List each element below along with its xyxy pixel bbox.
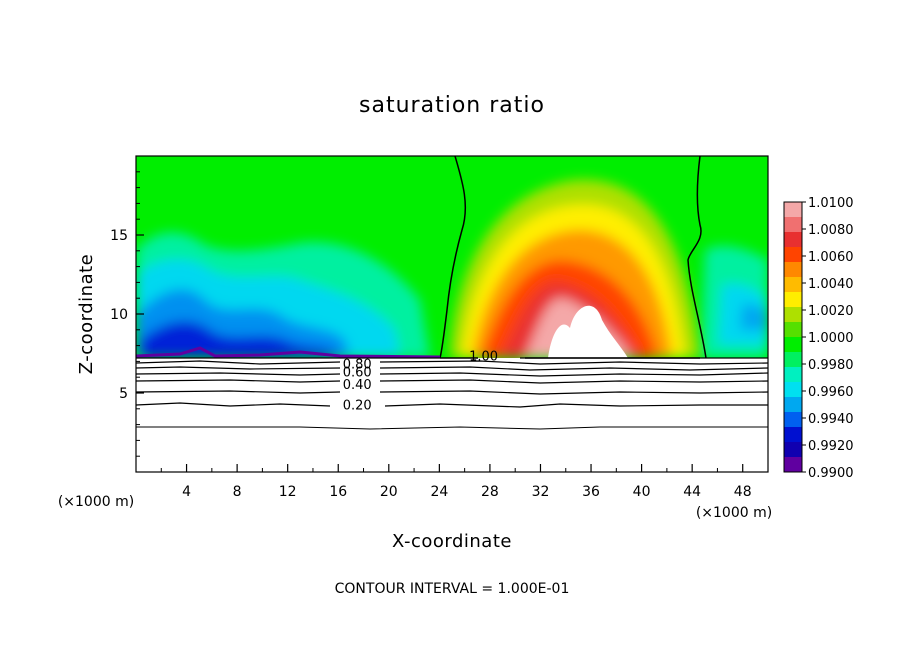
- colorbar-swatch: [784, 307, 802, 323]
- colorbar-swatch: [784, 322, 802, 338]
- colorbar: 1.0100 1.0080 1.0060 1.0040 1.0020 1.0000 0.99…: [783, 196, 854, 481]
- lower-region: [136, 358, 768, 472]
- y-tick-label-5: 5: [119, 386, 128, 402]
- colorbar-swatch: [784, 262, 802, 278]
- x-axis-label: X-coordinate: [392, 531, 512, 552]
- colorbar-swatch: [784, 382, 802, 398]
- y-tick-label-15: 15: [110, 228, 128, 244]
- contour-line-8: [136, 426, 768, 430]
- colorbar-label-0.9920: 0.9920: [808, 439, 854, 454]
- edge-contour-left: [439, 156, 467, 359]
- colorbar-swatch: [784, 217, 802, 233]
- colorbar-label-1.0020: 1.0020: [808, 304, 854, 319]
- x-tick-label-36: 36: [582, 484, 600, 500]
- chart-title: saturation ratio: [359, 93, 545, 118]
- x-tick-label-24: 24: [430, 484, 448, 500]
- colorbar-label-0.9940: 0.9940: [808, 412, 854, 427]
- x-tick-label-8: 8: [233, 484, 242, 500]
- colorbar-label-0.9900: 0.9900: [808, 466, 854, 481]
- colorbar-label-1.0080: 1.0080: [808, 223, 854, 238]
- x-tick-label-12: 12: [279, 484, 297, 500]
- x-axis-unit-left: (×1000 m): [58, 494, 134, 510]
- colorbar-swatch: [784, 247, 802, 263]
- contour-label-1.00: 1.00: [469, 350, 498, 365]
- colorbar-swatch: [784, 277, 802, 293]
- colorbar-label-1.0040: 1.0040: [808, 277, 854, 292]
- contour-label-0.80: 0.80: [343, 358, 372, 373]
- x-axis-unit-right: (×1000 m): [696, 505, 772, 521]
- edge-contour-right: [687, 156, 707, 359]
- contour-labels: 1.00 0.800.600.40 0.20: [343, 350, 498, 414]
- colorbar-swatch: [784, 397, 802, 413]
- colorbar-swatch: [784, 352, 802, 368]
- contour-line-5: [136, 379, 768, 384]
- cloud-base-edge: [136, 346, 441, 359]
- colorbar-label-1.0100: 1.0100: [808, 196, 854, 211]
- colorbar-label-0.9980: 0.9980: [808, 358, 854, 373]
- colorbar-swatch: [784, 457, 802, 473]
- colorbar-label-0.9960: 0.9960: [808, 385, 854, 400]
- contour-label-0.60: 0.60: [343, 365, 372, 380]
- colorbar-swatch: [784, 232, 802, 248]
- contour-label-0.20: 0.20: [343, 399, 372, 414]
- colorbar-swatch: [784, 442, 802, 458]
- x-tick-label-28: 28: [481, 484, 499, 500]
- x-tick-label-4: 4: [182, 484, 191, 500]
- x-tick-label-40: 40: [633, 484, 651, 500]
- contour-interval-note: CONTOUR INTERVAL = 1.000E-01: [335, 581, 570, 597]
- y-tick-label-10: 10: [110, 307, 128, 323]
- contour-line-3: [136, 366, 768, 371]
- colorbar-swatch: [784, 202, 802, 218]
- x-tick-label-16: 16: [329, 484, 347, 500]
- field-right-dry-region: [700, 245, 768, 358]
- cloud-core: [548, 305, 628, 358]
- colorbar-label-1.0060: 1.0060: [808, 250, 854, 265]
- colorbar-swatch: [784, 427, 802, 443]
- field-left-dry-region: [136, 232, 430, 358]
- colorbar-label-1.0000: 1.0000: [808, 331, 854, 346]
- colorbar-swatch: [784, 337, 802, 353]
- colorbar-swatch: [784, 412, 802, 428]
- x-tick-label-44: 44: [683, 484, 701, 500]
- x-tick-label-32: 32: [532, 484, 550, 500]
- contour-line-4: [136, 372, 768, 377]
- contour-line-6: [136, 390, 768, 395]
- contour-line-7: [136, 402, 768, 408]
- contour-line-2: [136, 360, 768, 365]
- colorbar-swatch: [784, 292, 802, 308]
- y-axis-label: Z-coordinate: [76, 254, 97, 375]
- colorbar-swatch: [784, 367, 802, 383]
- plot-area: [136, 156, 768, 472]
- x-tick-label-48: 48: [734, 484, 752, 500]
- x-tick-label-20: 20: [380, 484, 398, 500]
- contour-label-0.40: 0.40: [343, 378, 372, 393]
